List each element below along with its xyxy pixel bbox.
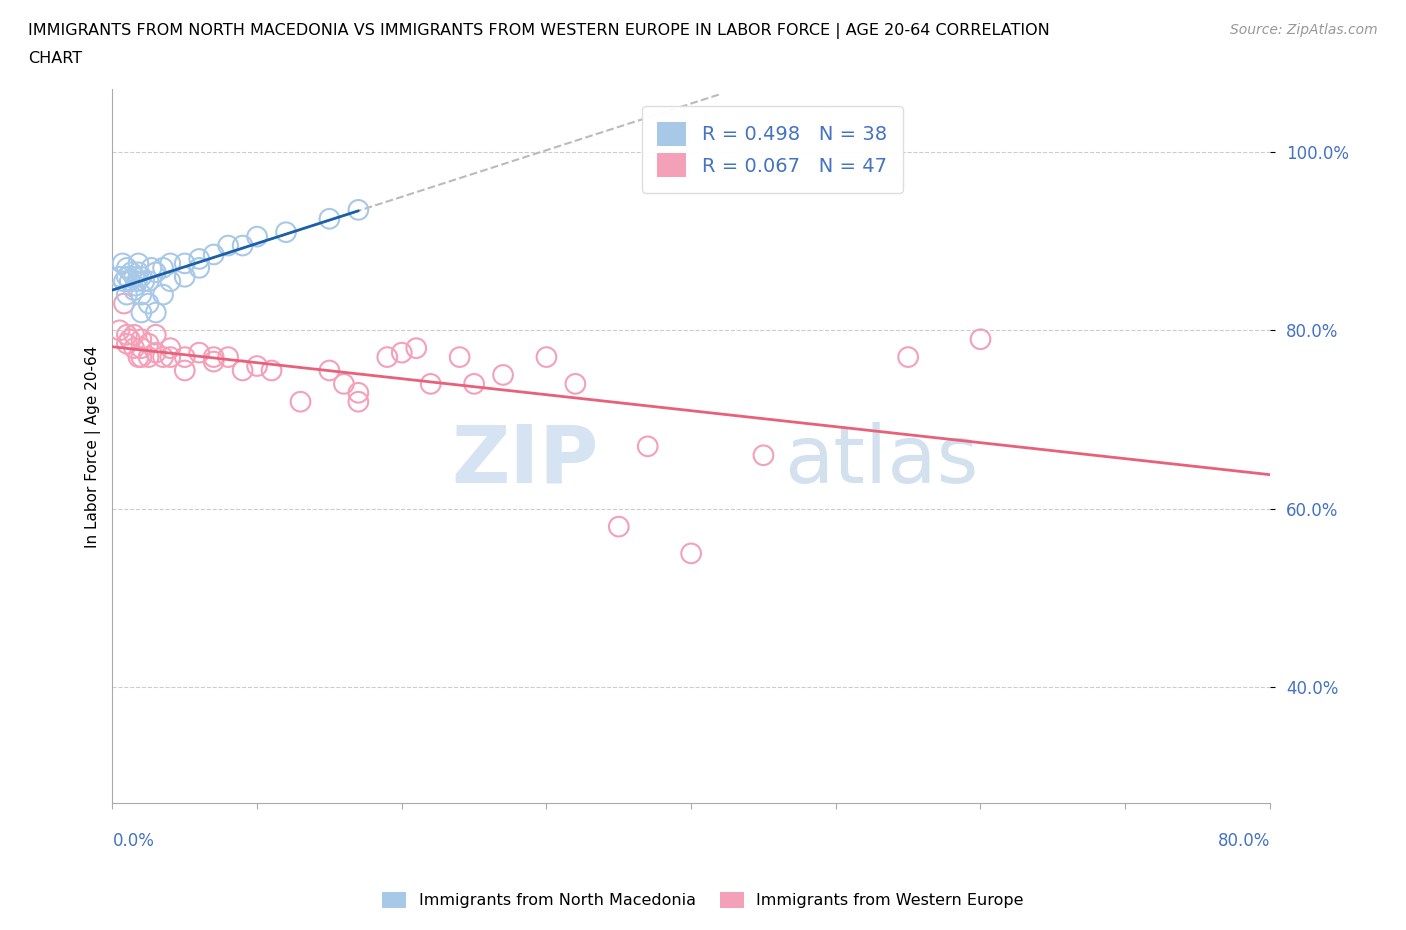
Point <box>115 327 138 342</box>
Text: CHART: CHART <box>28 51 82 66</box>
Point <box>131 305 153 320</box>
Point <box>159 350 181 365</box>
Point <box>141 260 163 275</box>
Point <box>138 296 160 311</box>
Point <box>145 265 167 280</box>
Point <box>897 350 920 365</box>
Point <box>120 265 142 280</box>
Point <box>127 265 149 280</box>
Point <box>122 283 145 298</box>
Point <box>260 363 283 378</box>
Point <box>564 377 586 392</box>
Point <box>124 278 146 293</box>
Legend: R = 0.498   N = 38, R = 0.067   N = 47: R = 0.498 N = 38, R = 0.067 N = 47 <box>641 106 903 193</box>
Y-axis label: In Labor Force | Age 20-64: In Labor Force | Age 20-64 <box>86 345 101 548</box>
Point <box>108 323 131 338</box>
Point <box>131 270 153 285</box>
Point <box>127 350 149 365</box>
Legend: Immigrants from North Macedonia, Immigrants from Western Europe: Immigrants from North Macedonia, Immigra… <box>375 885 1031 914</box>
Point <box>202 247 225 262</box>
Point <box>405 340 427 355</box>
Point <box>188 251 211 266</box>
Point <box>152 260 174 275</box>
Text: 80.0%: 80.0% <box>1218 831 1270 850</box>
Point <box>217 350 239 365</box>
Point <box>333 377 356 392</box>
Point <box>752 448 775 463</box>
Point <box>217 238 239 253</box>
Point <box>274 225 297 240</box>
Point <box>115 270 138 285</box>
Point <box>122 340 145 355</box>
Point <box>536 350 558 365</box>
Point <box>115 260 138 275</box>
Point <box>246 359 269 374</box>
Point <box>122 327 145 342</box>
Point <box>145 327 167 342</box>
Text: ZIP: ZIP <box>451 421 599 499</box>
Point <box>347 385 370 400</box>
Point <box>159 273 181 288</box>
Point <box>138 273 160 288</box>
Point <box>138 337 160 352</box>
Point <box>134 273 156 288</box>
Point <box>127 256 149 271</box>
Point <box>375 350 398 365</box>
Point <box>173 350 195 365</box>
Point <box>131 287 153 302</box>
Point <box>108 270 131 285</box>
Point <box>173 363 195 378</box>
Point <box>232 363 254 378</box>
Point <box>347 394 370 409</box>
Text: Source: ZipAtlas.com: Source: ZipAtlas.com <box>1230 23 1378 37</box>
Point <box>115 337 138 352</box>
Point <box>125 273 148 288</box>
Text: atlas: atlas <box>783 421 979 499</box>
Point <box>188 260 211 275</box>
Point <box>145 305 167 320</box>
Point <box>202 350 225 365</box>
Point <box>463 377 485 392</box>
Point <box>202 354 225 369</box>
Point <box>318 211 340 226</box>
Point <box>118 332 141 347</box>
Point <box>152 287 174 302</box>
Point <box>607 519 630 534</box>
Point <box>115 287 138 302</box>
Point <box>145 345 167 360</box>
Text: 0.0%: 0.0% <box>112 831 155 850</box>
Point <box>419 377 441 392</box>
Point <box>290 394 312 409</box>
Point <box>131 332 153 347</box>
Point <box>188 345 211 360</box>
Point <box>138 350 160 365</box>
Point <box>159 340 181 355</box>
Point <box>232 238 254 253</box>
Point <box>159 256 181 271</box>
Point <box>318 363 340 378</box>
Point <box>246 229 269 244</box>
Point <box>112 273 135 288</box>
Point <box>681 546 703 561</box>
Point <box>492 367 515 382</box>
Point <box>391 345 413 360</box>
Text: IMMIGRANTS FROM NORTH MACEDONIA VS IMMIGRANTS FROM WESTERN EUROPE IN LABOR FORCE: IMMIGRANTS FROM NORTH MACEDONIA VS IMMIG… <box>28 23 1050 39</box>
Point <box>122 270 145 285</box>
Point <box>152 350 174 365</box>
Point <box>637 439 659 454</box>
Point <box>131 340 153 355</box>
Point <box>111 256 134 271</box>
Point <box>969 332 991 347</box>
Point <box>449 350 471 365</box>
Point <box>131 350 153 365</box>
Point <box>173 256 195 271</box>
Point <box>173 270 195 285</box>
Point <box>118 273 141 288</box>
Point <box>347 203 370 218</box>
Point <box>112 296 135 311</box>
